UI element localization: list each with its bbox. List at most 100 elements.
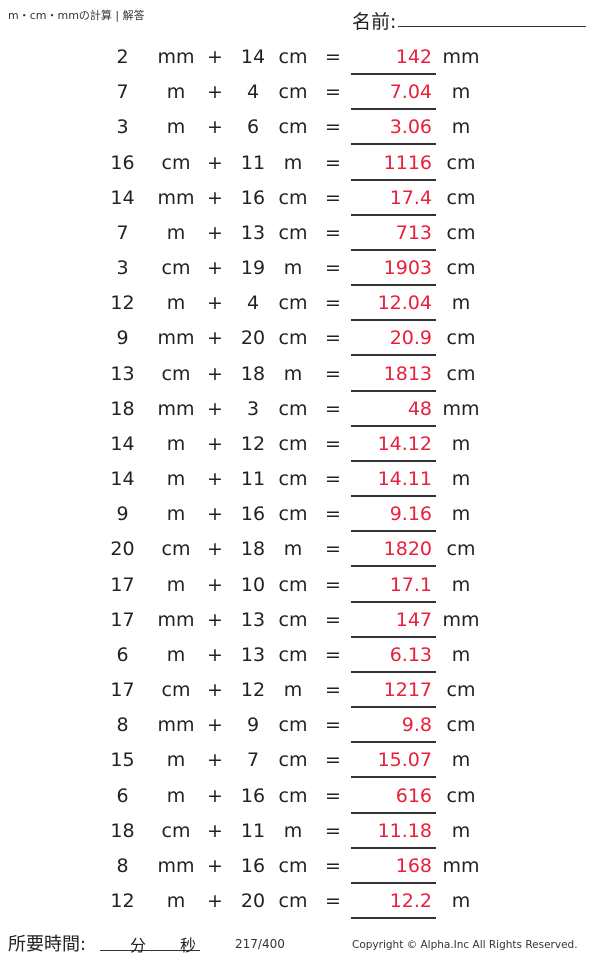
- second-number: 16: [240, 784, 266, 807]
- answer-line: [351, 741, 436, 744]
- answer-unit: m: [451, 643, 471, 666]
- second-unit: cm: [278, 643, 308, 666]
- first-number: 18: [110, 819, 135, 842]
- answer-line: [351, 178, 436, 181]
- answer: 14.12: [377, 432, 432, 455]
- plus-sign: +: [207, 292, 223, 315]
- answer-unit: mm: [442, 397, 480, 420]
- problem-row: 12 m +20 cm = 12.2 m: [0, 890, 600, 925]
- answer-unit: m: [451, 81, 471, 104]
- second-unit: cm: [278, 714, 308, 737]
- plus-sign: +: [207, 749, 223, 772]
- answer-line: [351, 917, 436, 920]
- second-number: 4: [246, 81, 260, 104]
- answer-unit: cm: [446, 327, 476, 350]
- second-unit: cm: [278, 608, 308, 631]
- time-field[interactable]: [100, 950, 200, 951]
- equals-sign: =: [325, 854, 341, 877]
- second-unit: cm: [278, 327, 308, 350]
- worksheet-title: m・cm・mmの計算 | 解答: [8, 9, 145, 22]
- first-unit: mm: [157, 608, 195, 631]
- first-unit: m: [166, 890, 186, 913]
- first-unit: cm: [161, 819, 191, 842]
- second-number: 14: [240, 46, 266, 68]
- equals-sign: =: [325, 468, 341, 491]
- answer: 7.04: [389, 81, 432, 104]
- second-number: 7: [246, 749, 260, 772]
- answer: 713: [395, 221, 432, 244]
- problem-row: 3 cm +19 m = 1903 cm: [0, 257, 600, 292]
- second-number: 18: [240, 362, 266, 385]
- first-number: 12: [110, 890, 135, 913]
- second-unit: m: [283, 819, 303, 842]
- problem-row: 2 mm +14 cm = 142 mm: [0, 46, 600, 81]
- answer-line: [351, 600, 436, 603]
- equals-sign: =: [325, 819, 341, 842]
- answer: 616: [395, 784, 432, 807]
- answer: 1217: [383, 679, 432, 702]
- first-number: 12: [110, 292, 135, 315]
- equals-sign: =: [325, 643, 341, 666]
- equals-sign: =: [325, 714, 341, 737]
- answer-unit: mm: [442, 854, 480, 877]
- first-unit: m: [166, 116, 186, 139]
- answer-line: [351, 73, 436, 75]
- answer-line: [351, 811, 436, 814]
- first-number: 16: [110, 151, 135, 174]
- equals-sign: =: [325, 890, 341, 913]
- equals-sign: =: [325, 221, 341, 244]
- answer: 1820: [383, 538, 432, 561]
- plus-sign: +: [207, 362, 223, 385]
- second-unit: cm: [278, 397, 308, 420]
- problem-row: 14 mm +16 cm = 17.4 cm: [0, 187, 600, 222]
- first-unit: mm: [157, 327, 195, 350]
- answer: 3.06: [389, 116, 432, 139]
- equals-sign: =: [325, 46, 341, 68]
- second-number: 9: [246, 714, 260, 737]
- problem-row: 20 cm +18 m = 1820 cm: [0, 538, 600, 573]
- first-unit: mm: [157, 397, 195, 420]
- first-number: 3: [116, 257, 129, 280]
- second-number: 4: [246, 292, 260, 315]
- answer: 147: [395, 608, 432, 631]
- answer-unit: cm: [446, 679, 476, 702]
- equals-sign: =: [325, 749, 341, 772]
- answer: 9.16: [389, 503, 432, 526]
- second-unit: cm: [278, 573, 308, 596]
- second-number: 20: [240, 890, 266, 913]
- answer-line: [351, 495, 436, 498]
- first-number: 20: [110, 538, 135, 561]
- problem-row: 7 m +4 cm = 7.04 m: [0, 81, 600, 116]
- first-unit: cm: [161, 679, 191, 702]
- second-unit: m: [283, 362, 303, 385]
- second-number: 16: [240, 186, 266, 209]
- second-number: 13: [240, 608, 266, 631]
- equals-sign: =: [325, 151, 341, 174]
- equals-sign: =: [325, 679, 341, 702]
- problem-row: 8 mm +16 cm = 168 mm: [0, 855, 600, 890]
- plus-sign: +: [207, 503, 223, 526]
- first-unit: m: [166, 503, 186, 526]
- first-number: 3: [116, 116, 129, 139]
- plus-sign: +: [207, 854, 223, 877]
- time-label: 所要時間:: [8, 934, 87, 955]
- equals-sign: =: [325, 573, 341, 596]
- answer-unit: mm: [442, 46, 480, 68]
- first-unit: m: [166, 432, 186, 455]
- answer-line: [351, 565, 436, 568]
- answer-line: [351, 459, 436, 462]
- answer: 6.13: [389, 643, 432, 666]
- first-number: 8: [116, 854, 129, 877]
- second-unit: cm: [278, 890, 308, 913]
- plus-sign: +: [207, 784, 223, 807]
- name-field[interactable]: [398, 26, 586, 27]
- problem-row: 18 cm +11 m = 11.18 m: [0, 820, 600, 855]
- answer-line: [351, 248, 436, 251]
- first-number: 2: [116, 46, 129, 68]
- copyright: Copyright © Alpha.Inc All Rights Reserve…: [352, 939, 578, 951]
- second-number: 18: [240, 538, 266, 561]
- second-unit: cm: [278, 116, 308, 139]
- equals-sign: =: [325, 608, 341, 631]
- first-number: 14: [110, 432, 135, 455]
- answer-unit: cm: [446, 714, 476, 737]
